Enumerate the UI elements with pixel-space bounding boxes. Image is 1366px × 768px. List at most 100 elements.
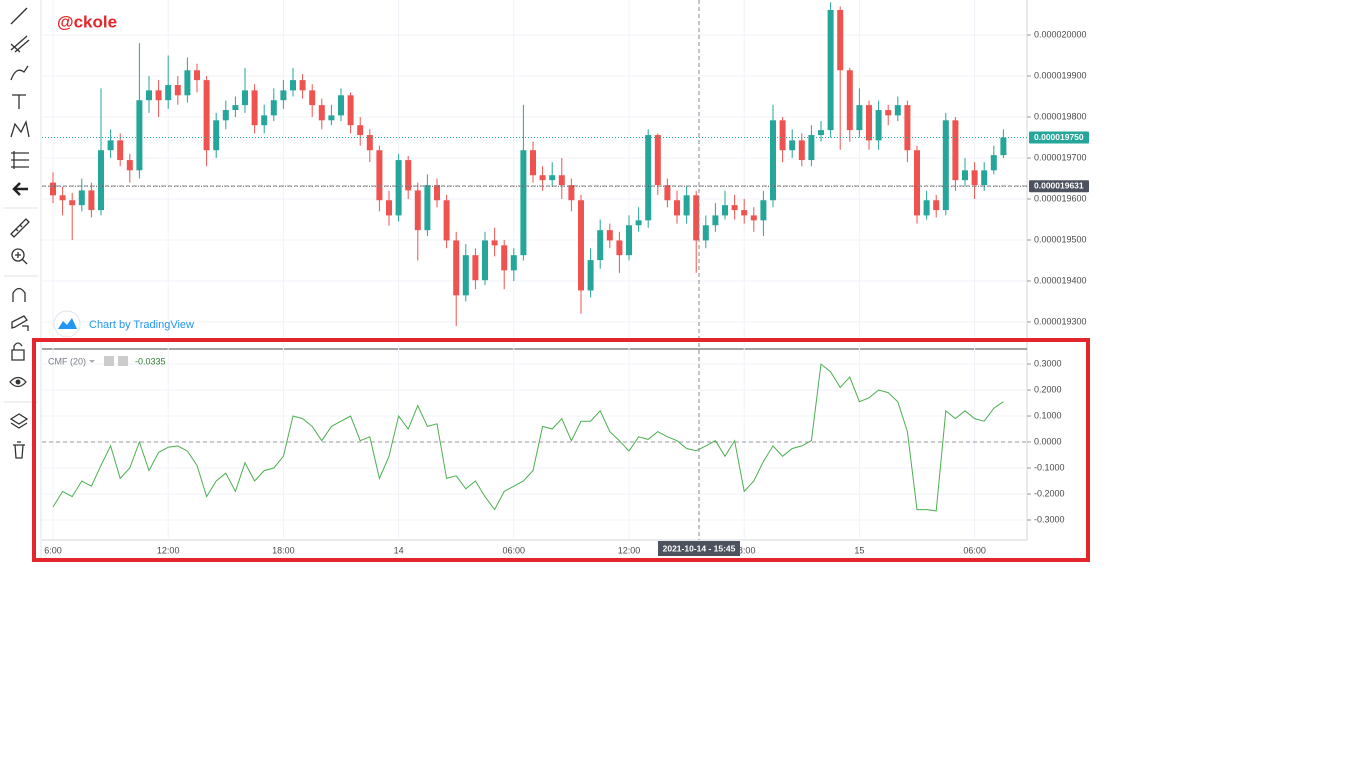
candle-body: [875, 110, 882, 141]
candle-body: [366, 135, 373, 151]
x-tick-label: 18:00: [733, 545, 756, 555]
candle-body: [587, 260, 594, 291]
y-tick-label: 0.1000: [1034, 410, 1062, 420]
candle-body: [203, 80, 210, 151]
y-tick-label: 0.0000: [1034, 436, 1062, 446]
price-label: 0.000019750: [1034, 132, 1084, 142]
x-tick-label: 18:00: [272, 545, 295, 555]
candle-body: [453, 240, 460, 296]
candle-body: [386, 200, 392, 216]
indicator-settings[interactable]: [104, 356, 114, 366]
pattern-tool[interactable]: [10, 120, 30, 138]
candle-body: [501, 245, 508, 271]
watermark: @ckole: [57, 12, 117, 31]
candle-body: [270, 100, 277, 116]
candle-body: [530, 150, 536, 176]
price-label-box: [1029, 180, 1089, 193]
overlay: 0.000019750 0.000019631 2021-10-14 - 15:45: [658, 131, 1089, 556]
x-tick-label: 6:00: [44, 545, 62, 555]
candle-body: [981, 170, 988, 186]
candle-body: [866, 105, 872, 141]
candle-body: [434, 185, 440, 201]
candle-body: [942, 120, 949, 211]
visibility-pupil: [15, 379, 21, 385]
candle-body: [616, 240, 623, 256]
candle-body: [146, 90, 152, 101]
highlight-box: [32, 338, 1090, 562]
ruler-tool[interactable]: [10, 218, 30, 238]
indicator-menu[interactable]: [89, 360, 95, 363]
candle-body: [846, 70, 853, 131]
candle-body: [962, 170, 968, 181]
candle-body: [837, 10, 844, 71]
candle-body: [414, 190, 421, 231]
candle-body: [299, 80, 306, 91]
back-tool[interactable]: [12, 182, 28, 196]
candle-body: [904, 105, 911, 151]
layers-tool[interactable]: [9, 413, 29, 429]
indicator-value: -0.0335: [135, 356, 166, 366]
candle-body: [88, 190, 95, 211]
candle-body: [59, 195, 66, 201]
indicator-name: CMF (20): [48, 356, 86, 366]
marks: [42, 2, 1027, 512]
y-tick-label: 0.3000: [1034, 358, 1062, 368]
candle-body: [722, 205, 728, 216]
brush-tool[interactable]: [10, 65, 29, 81]
candle-body: [328, 115, 335, 121]
candle-body: [558, 175, 565, 186]
attribution-text[interactable]: Chart by TradingView: [89, 319, 194, 331]
y-tick-label: 0.000019900: [1034, 70, 1087, 80]
x-tick-label: 06:00: [503, 545, 526, 555]
indicator-remove[interactable]: [118, 356, 128, 366]
delete-tool[interactable]: [13, 441, 25, 459]
fib-tool[interactable]: [10, 35, 30, 53]
candle-body: [510, 255, 517, 271]
candle-body: [69, 200, 76, 206]
candle-body: [750, 215, 757, 221]
candle-body: [779, 120, 786, 151]
candle-body: [107, 140, 114, 151]
text-tool[interactable]: [12, 94, 26, 109]
candle-body: [990, 155, 997, 171]
candle-body: [309, 90, 316, 106]
crosshair-time-label: 2021-10-14 - 15:45: [663, 543, 736, 553]
candle-body: [395, 160, 402, 216]
candle-body: [174, 85, 181, 96]
y-tick-label: -0.3000: [1034, 514, 1065, 524]
candle-body: [693, 195, 700, 241]
x-tick-label: 12:00: [157, 545, 180, 555]
lock-drawings-tool[interactable]: [11, 315, 29, 331]
candle-body: [318, 105, 325, 121]
x-tick-label: 15: [854, 545, 864, 555]
candle-body: [405, 160, 412, 191]
candle-body: [472, 255, 479, 281]
candle-body: [136, 100, 143, 171]
cmf-line: [52, 363, 1004, 512]
unlock-tool[interactable]: [11, 342, 25, 361]
y-tick-label: 0.000019800: [1034, 111, 1087, 121]
y-tick-label: 0.000019500: [1034, 234, 1087, 244]
magnet-tool[interactable]: [12, 287, 26, 303]
candle-body: [635, 220, 642, 226]
attribution[interactable]: Chart by TradingView: [53, 310, 194, 338]
candle-body: [645, 135, 652, 221]
candle-body: [578, 200, 584, 291]
measure-tool[interactable]: [11, 151, 29, 169]
y-tick-label: 0.2000: [1034, 384, 1062, 394]
price-label: 0.000019631: [1034, 181, 1084, 191]
x-tick-label: 14: [394, 545, 404, 555]
zoom-tool[interactable]: [11, 248, 25, 262]
candle-body: [462, 255, 469, 296]
trend-line-tool[interactable]: [10, 7, 28, 25]
candle-body: [702, 225, 709, 241]
candle-body: [165, 85, 172, 101]
toolbar: [4, 0, 42, 560]
candle-body: [251, 90, 258, 126]
y-tick-label: 0.000019700: [1034, 152, 1087, 162]
candle-body: [1000, 137, 1007, 156]
candle-body: [664, 185, 671, 201]
candle-body: [347, 95, 354, 126]
visibility-tool[interactable]: [9, 376, 27, 388]
